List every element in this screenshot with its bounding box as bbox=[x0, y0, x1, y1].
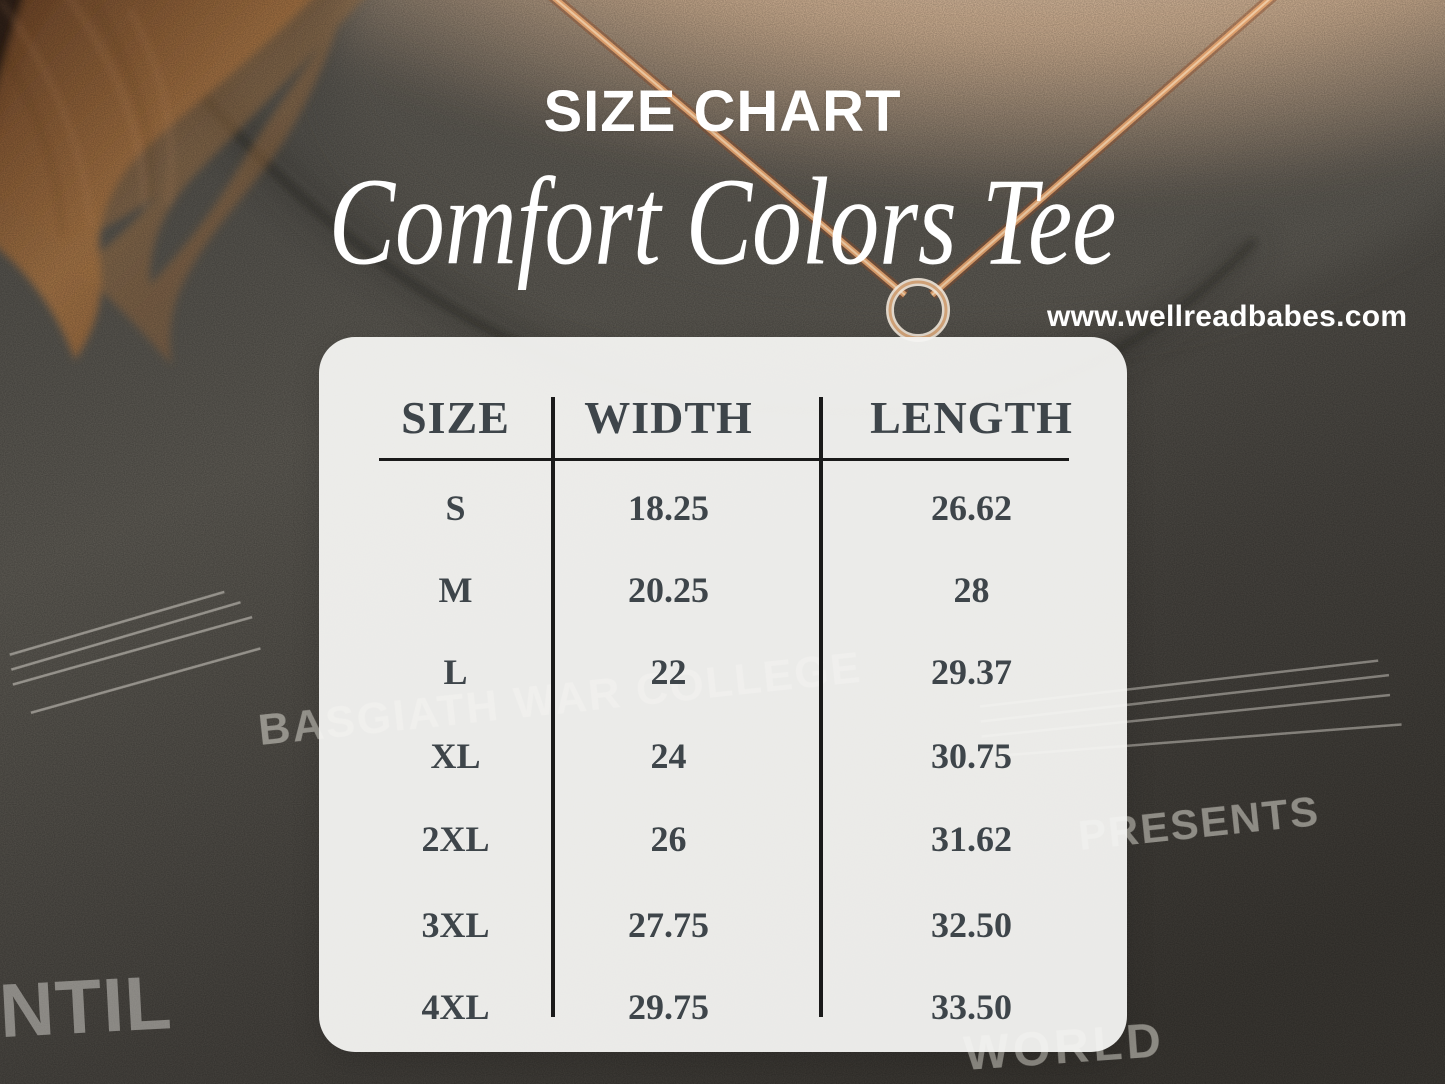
svg-text:UNTIL: UNTIL bbox=[0, 960, 174, 1057]
